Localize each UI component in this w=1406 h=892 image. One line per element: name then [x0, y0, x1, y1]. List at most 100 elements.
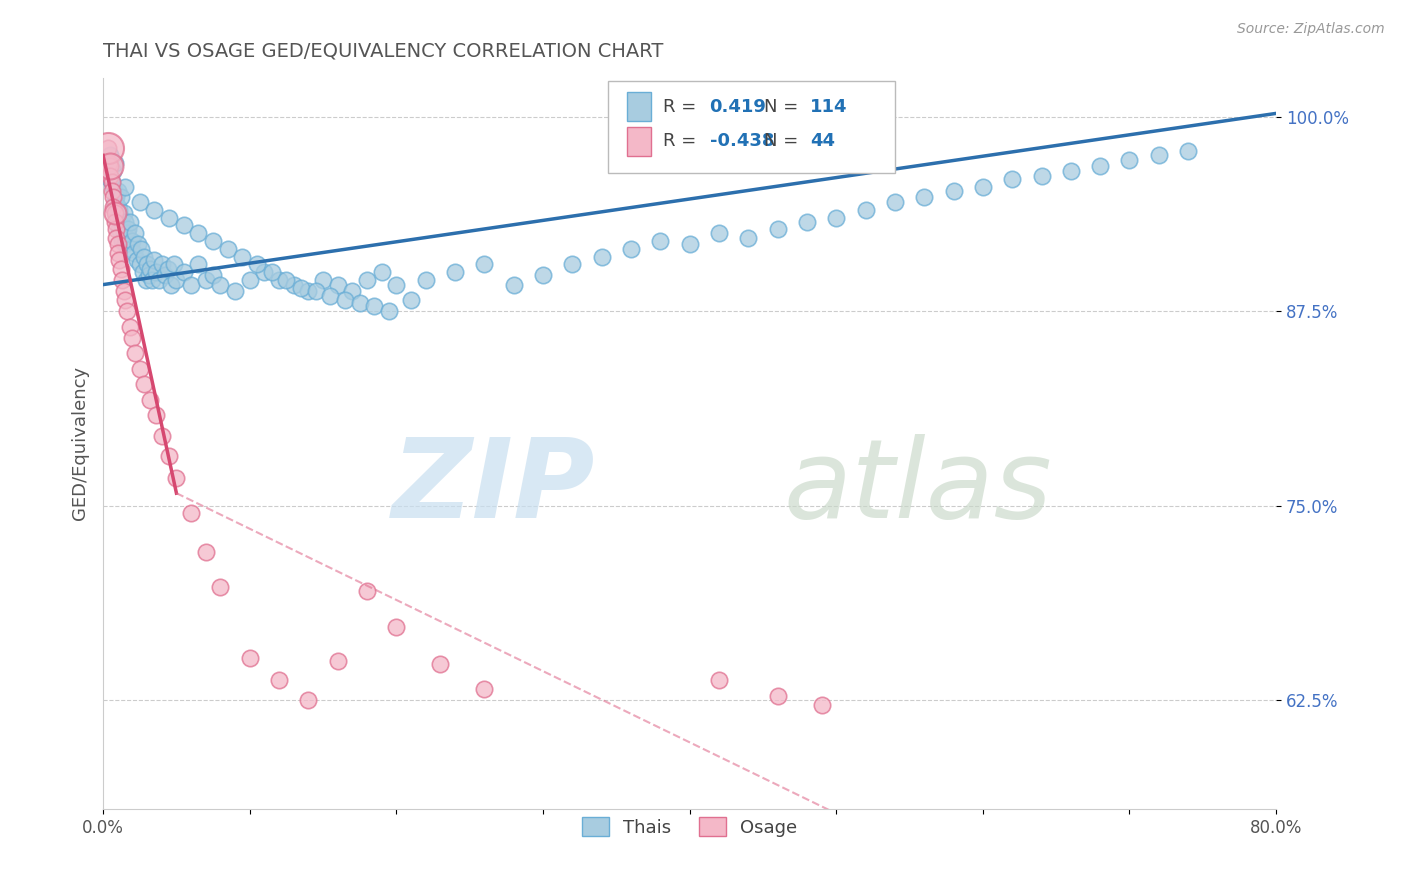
Text: 44: 44 [810, 132, 835, 150]
Point [105, 221, 128, 235]
Point [103, 190, 125, 204]
Point [145, 409, 167, 423]
Point [297, 284, 319, 298]
Point [912, 190, 935, 204]
Point [267, 273, 290, 287]
Point [224, 284, 246, 298]
Point [134, 377, 156, 392]
Point [111, 273, 134, 287]
Point [187, 226, 209, 240]
Point [737, 231, 759, 245]
Point [148, 273, 170, 287]
Point [363, 299, 385, 313]
Point [194, 273, 217, 287]
Point [385, 277, 408, 292]
Point [141, 273, 163, 287]
Point [1031, 169, 1053, 183]
Point [165, 273, 187, 287]
Point [150, 428, 173, 442]
Point [942, 184, 965, 198]
Point [115, 304, 138, 318]
Point [143, 202, 166, 217]
Point [104, 206, 127, 220]
FancyBboxPatch shape [627, 127, 651, 156]
Point [98, 156, 121, 170]
Point [378, 304, 401, 318]
Point [104, 156, 127, 170]
Point [100, 148, 122, 162]
Point [150, 257, 173, 271]
Point [326, 654, 349, 668]
Text: THAI VS OSAGE GED/EQUIVALENCY CORRELATION CHART: THAI VS OSAGE GED/EQUIVALENCY CORRELATIO… [103, 42, 664, 61]
Point [855, 202, 877, 217]
Point [112, 284, 135, 298]
Point [444, 265, 467, 279]
Point [107, 237, 129, 252]
Point [180, 277, 202, 292]
Point [165, 470, 187, 484]
Point [173, 219, 195, 233]
Point [209, 580, 232, 594]
Point [239, 273, 262, 287]
Point [883, 195, 905, 210]
Point [157, 449, 180, 463]
Point [118, 319, 141, 334]
Point [1088, 159, 1111, 173]
Point [114, 215, 136, 229]
Point [100, 159, 122, 173]
Point [110, 262, 132, 277]
Point [139, 262, 162, 277]
Text: -0.438: -0.438 [710, 132, 775, 150]
Point [108, 252, 131, 267]
Point [810, 698, 832, 712]
Point [370, 265, 392, 279]
Point [105, 231, 128, 245]
Point [650, 234, 672, 248]
Point [260, 265, 283, 279]
Text: N =: N = [763, 98, 803, 116]
Point [305, 284, 328, 298]
Point [1060, 164, 1083, 178]
Point [107, 184, 129, 198]
Text: ZIP: ZIP [392, 434, 596, 541]
Point [108, 221, 131, 235]
Text: 0.419: 0.419 [710, 98, 766, 116]
Point [187, 257, 209, 271]
Point [124, 226, 146, 240]
Point [796, 215, 818, 229]
Point [136, 257, 159, 271]
Point [107, 200, 129, 214]
Point [531, 268, 554, 283]
Point [156, 262, 179, 277]
Point [114, 237, 136, 252]
Point [267, 673, 290, 687]
Point [276, 273, 298, 287]
Point [104, 195, 127, 210]
Point [159, 277, 181, 292]
Point [104, 215, 127, 229]
Point [153, 268, 176, 283]
Text: Source: ZipAtlas.com: Source: ZipAtlas.com [1237, 22, 1385, 37]
Point [114, 293, 136, 308]
Point [342, 284, 364, 298]
Y-axis label: GED/Equivalency: GED/Equivalency [72, 367, 89, 520]
Point [173, 265, 195, 279]
Point [678, 237, 700, 252]
Point [399, 293, 422, 308]
Legend: Thais, Osage: Thais, Osage [575, 810, 804, 844]
Point [101, 175, 124, 189]
Point [239, 651, 262, 665]
Point [561, 257, 583, 271]
Point [105, 206, 128, 220]
Point [972, 179, 994, 194]
Point [707, 673, 730, 687]
Point [472, 257, 495, 271]
Point [103, 164, 125, 178]
Point [105, 190, 128, 204]
Point [766, 221, 789, 235]
Point [107, 246, 129, 260]
Point [825, 211, 848, 225]
Point [333, 293, 356, 308]
Point [502, 277, 524, 292]
FancyBboxPatch shape [627, 92, 651, 121]
